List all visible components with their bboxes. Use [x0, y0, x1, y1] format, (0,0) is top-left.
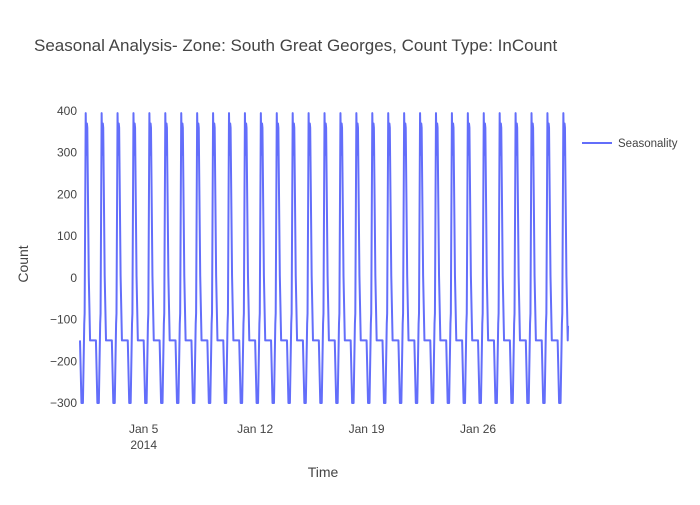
y-tick-label: −300: [50, 396, 77, 410]
x-axis-ticks: Jan 5 2014 Jan 12 Jan 19 Jan 26: [129, 422, 496, 452]
y-tick-label: 300: [57, 146, 77, 160]
y-tick-label: −100: [50, 313, 77, 327]
chart-title: Seasonal Analysis- Zone: South Great Geo…: [34, 36, 557, 55]
x-axis-title: Time: [308, 464, 339, 480]
x-tick-label: Jan 19: [349, 422, 385, 436]
y-tick-label: −200: [50, 354, 77, 368]
y-axis-title: Count: [15, 245, 31, 282]
y-tick-label: 100: [57, 229, 77, 243]
x-tick-label: Jan 26: [460, 422, 496, 436]
series-line-seasonality: [79, 112, 569, 404]
y-tick-label: 400: [57, 104, 77, 118]
plot-area: [79, 112, 569, 404]
x-tick-label: Jan 5: [129, 422, 159, 436]
x-tick-sublabel: 2014: [130, 438, 157, 452]
legend[interactable]: Seasonality: [582, 138, 678, 150]
y-tick-label: 200: [57, 187, 77, 201]
y-axis-ticks: −300 −200 −100 0 100 200 300 400: [50, 104, 77, 410]
x-tick-label: Jan 12: [237, 422, 273, 436]
legend-label-seasonality: Seasonality: [618, 138, 678, 150]
y-tick-label: 0: [70, 271, 77, 285]
